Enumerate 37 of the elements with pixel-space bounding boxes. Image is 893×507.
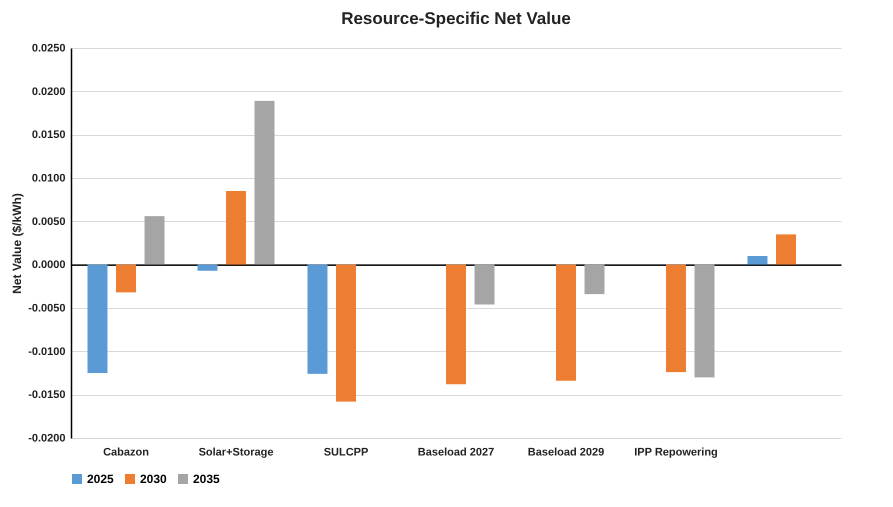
x-tick-label: Cabazon (103, 446, 150, 458)
chart-title: Resource-Specific Net Value (341, 9, 571, 28)
y-tick-label: 0.0100 (32, 172, 66, 184)
y-axis-title: Net Value ($/kWh) (10, 193, 24, 294)
x-tick-label: Baseload 2029 (528, 446, 604, 458)
bar (144, 216, 164, 265)
bar (308, 264, 328, 374)
y-tick-label: 0.0000 (32, 259, 66, 272)
bar (694, 264, 714, 378)
x-tick-label: Baseload 2027 (418, 446, 494, 458)
y-tick-label: -0.0050 (28, 302, 66, 314)
y-tick-label: -0.0150 (28, 389, 66, 402)
legend-label: 2025 (87, 472, 114, 486)
y-tick-label: 0.0200 (32, 86, 66, 98)
bar (776, 234, 796, 265)
bar (748, 256, 768, 265)
y-tick-label: -0.0100 (28, 346, 66, 358)
bar (666, 264, 686, 372)
y-tick-label: 0.0250 (32, 42, 66, 54)
bar (88, 264, 108, 373)
y-tick-label: 0.0150 (32, 129, 66, 142)
legend-label: 2035 (193, 472, 220, 486)
legend-label: 2030 (140, 472, 168, 486)
x-tick-label: Solar+Storage (198, 446, 274, 458)
bar (116, 264, 136, 292)
x-tick-label: SULCPP (324, 446, 368, 458)
bar (254, 100, 274, 265)
bar (446, 264, 466, 384)
y-tick-label: -0.0200 (28, 432, 66, 444)
bar (198, 264, 218, 271)
bar (226, 191, 246, 265)
x-tick-label: IPP Repowering (634, 446, 718, 458)
bar (556, 264, 576, 381)
y-tick-label: 0.0050 (32, 216, 66, 228)
bar (474, 264, 494, 305)
bar (336, 264, 356, 402)
bar (584, 264, 604, 294)
